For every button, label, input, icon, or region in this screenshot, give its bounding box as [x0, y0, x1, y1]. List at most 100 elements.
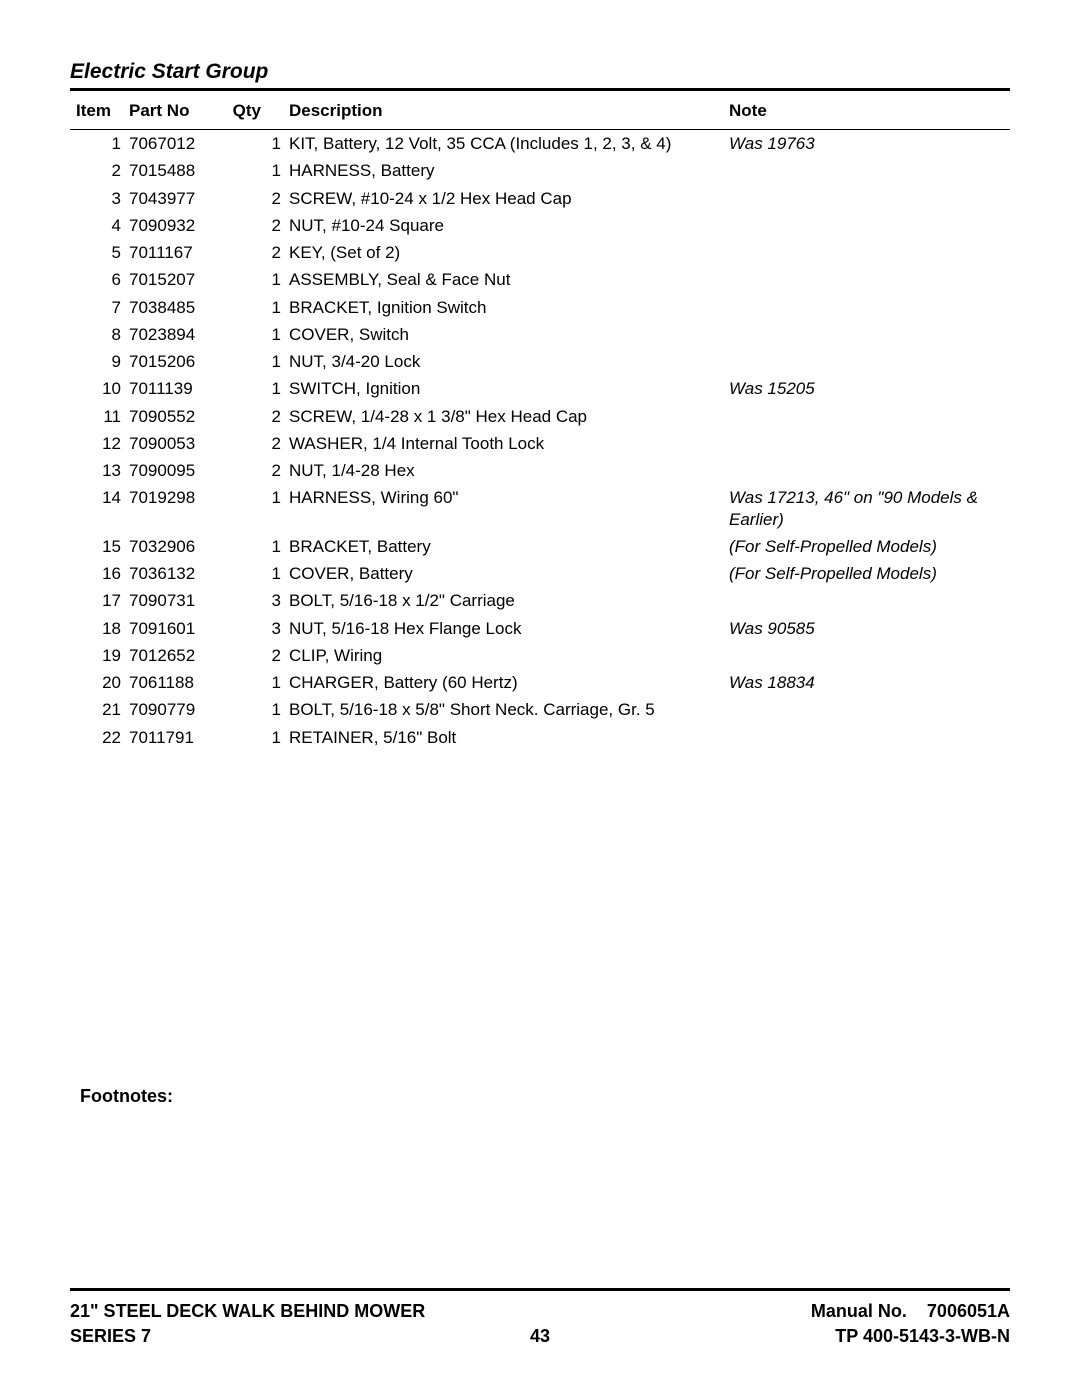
cell-desc: NUT, 3/4-20 Lock — [285, 348, 725, 375]
cell-desc: COVER, Battery — [285, 560, 725, 587]
cell-note: (For Self-Propelled Models) — [725, 560, 1010, 587]
cell-part: 7011791 — [125, 724, 225, 751]
table-row: 1970126522CLIP, Wiring — [70, 642, 1010, 669]
cell-qty: 1 — [225, 157, 285, 184]
cell-item: 19 — [70, 642, 125, 669]
cell-qty: 1 — [225, 294, 285, 321]
table-row: 470909322NUT, #10-24 Square — [70, 212, 1010, 239]
cell-item: 22 — [70, 724, 125, 751]
cell-desc: BOLT, 5/16-18 x 1/2" Carriage — [285, 587, 725, 614]
cell-desc: HARNESS, Wiring 60" — [285, 484, 725, 533]
table-row: 1370900952NUT, 1/4-28 Hex — [70, 457, 1010, 484]
cell-qty: 2 — [225, 212, 285, 239]
cell-item: 9 — [70, 348, 125, 375]
cell-qty: 1 — [225, 533, 285, 560]
table-row: 170670121KIT, Battery, 12 Volt, 35 CCA (… — [70, 130, 1010, 158]
table-row: 1170905522SCREW, 1/4-28 x 1 3/8" Hex Hea… — [70, 403, 1010, 430]
cell-part: 7023894 — [125, 321, 225, 348]
cell-desc: CHARGER, Battery (60 Hertz) — [285, 669, 725, 696]
cell-qty: 1 — [225, 321, 285, 348]
cell-note: Was 90585 — [725, 615, 1010, 642]
cell-part: 7019298 — [125, 484, 225, 533]
footer-manual-no: 7006051A — [927, 1301, 1010, 1321]
cell-qty: 1 — [225, 724, 285, 751]
col-header-note: Note — [725, 95, 1010, 130]
cell-qty: 1 — [225, 348, 285, 375]
table-row: 670152071ASSEMBLY, Seal & Face Nut — [70, 266, 1010, 293]
cell-item: 1 — [70, 130, 125, 158]
cell-qty: 2 — [225, 185, 285, 212]
cell-item: 13 — [70, 457, 125, 484]
cell-note — [725, 724, 1010, 751]
cell-note — [725, 696, 1010, 723]
cell-item: 7 — [70, 294, 125, 321]
cell-qty: 1 — [225, 484, 285, 533]
cell-item: 16 — [70, 560, 125, 587]
cell-desc: NUT, 1/4-28 Hex — [285, 457, 725, 484]
cell-qty: 1 — [225, 375, 285, 402]
cell-desc: COVER, Switch — [285, 321, 725, 348]
cell-note — [725, 185, 1010, 212]
cell-desc: CLIP, Wiring — [285, 642, 725, 669]
table-row: 770384851BRACKET, Ignition Switch — [70, 294, 1010, 321]
table-row: 1770907313BOLT, 5/16-18 x 1/2" Carriage — [70, 587, 1010, 614]
cell-desc: WASHER, 1/4 Internal Tooth Lock — [285, 430, 725, 457]
cell-part: 7061188 — [125, 669, 225, 696]
table-row: 2170907791BOLT, 5/16-18 x 5/8" Short Nec… — [70, 696, 1010, 723]
cell-qty: 1 — [225, 266, 285, 293]
cell-note: Was 18834 — [725, 669, 1010, 696]
table-row: 270154881HARNESS, Battery — [70, 157, 1010, 184]
cell-item: 21 — [70, 696, 125, 723]
cell-item: 4 — [70, 212, 125, 239]
table-row: 1070111391SWITCH, IgnitionWas 15205 — [70, 375, 1010, 402]
cell-item: 17 — [70, 587, 125, 614]
table-row: 1670361321COVER, Battery(For Self-Propel… — [70, 560, 1010, 587]
cell-note — [725, 321, 1010, 348]
table-row: 1570329061BRACKET, Battery(For Self-Prop… — [70, 533, 1010, 560]
cell-item: 6 — [70, 266, 125, 293]
cell-desc: SWITCH, Ignition — [285, 375, 725, 402]
cell-note — [725, 403, 1010, 430]
col-header-part: Part No — [125, 95, 225, 130]
table-row: 2270117911RETAINER, 5/16" Bolt — [70, 724, 1010, 751]
cell-part: 7011167 — [125, 239, 225, 266]
cell-desc: ASSEMBLY, Seal & Face Nut — [285, 266, 725, 293]
cell-note — [725, 348, 1010, 375]
cell-note: (For Self-Propelled Models) — [725, 533, 1010, 560]
cell-note: Was 17213, 46" on "90 Models & Earlier) — [725, 484, 1010, 533]
cell-note: Was 15205 — [725, 375, 1010, 402]
cell-part: 7090053 — [125, 430, 225, 457]
parts-table: Item Part No Qty Description Note 170670… — [70, 95, 1010, 751]
cell-part: 7015206 — [125, 348, 225, 375]
cell-part: 7032906 — [125, 533, 225, 560]
cell-part: 7090552 — [125, 403, 225, 430]
cell-desc: BRACKET, Ignition Switch — [285, 294, 725, 321]
cell-qty: 3 — [225, 615, 285, 642]
cell-part: 7090731 — [125, 587, 225, 614]
cell-item: 8 — [70, 321, 125, 348]
cell-note — [725, 430, 1010, 457]
cell-part: 7090779 — [125, 696, 225, 723]
cell-item: 11 — [70, 403, 125, 430]
cell-part: 7091601 — [125, 615, 225, 642]
col-header-item: Item — [70, 95, 125, 130]
cell-part: 7090095 — [125, 457, 225, 484]
cell-desc: BOLT, 5/16-18 x 5/8" Short Neck. Carriag… — [285, 696, 725, 723]
cell-note — [725, 587, 1010, 614]
footer-product-line1: 21" STEEL DECK WALK BEHIND MOWER — [70, 1299, 425, 1324]
cell-desc: BRACKET, Battery — [285, 533, 725, 560]
table-row: 1870916013NUT, 5/16-18 Hex Flange LockWa… — [70, 615, 1010, 642]
cell-qty: 1 — [225, 696, 285, 723]
cell-qty: 1 — [225, 130, 285, 158]
cell-desc: RETAINER, 5/16" Bolt — [285, 724, 725, 751]
cell-desc: KEY, (Set of 2) — [285, 239, 725, 266]
cell-qty: 2 — [225, 403, 285, 430]
cell-qty: 2 — [225, 430, 285, 457]
cell-desc: NUT, #10-24 Square — [285, 212, 725, 239]
footer-product-line2: SERIES 7 — [70, 1324, 151, 1349]
cell-part: 7036132 — [125, 560, 225, 587]
footnotes-label: Footnotes: — [80, 1086, 173, 1107]
section-title: Electric Start Group — [70, 60, 1010, 91]
cell-note — [725, 457, 1010, 484]
cell-part: 7067012 — [125, 130, 225, 158]
